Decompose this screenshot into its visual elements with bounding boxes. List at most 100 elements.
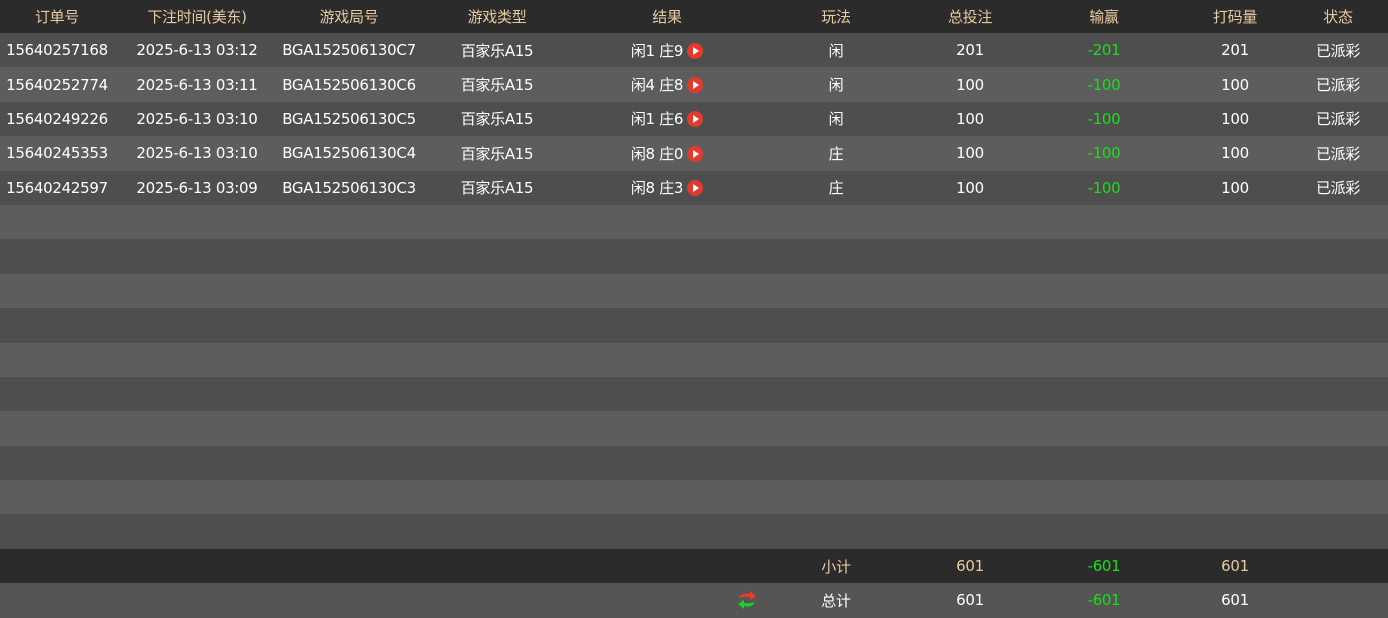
play-text: 闲: [828, 41, 844, 60]
cell-round: BGA152506130C5: [280, 102, 418, 136]
table-row: 15640257168 2025-6-13 03:12 BGA152506130C7…: [0, 33, 1388, 68]
game-text: 百家乐A15: [460, 110, 534, 129]
table-row: 15640245353 2025-6-13 03:10 BGA152506130C4…: [0, 136, 1388, 171]
cell-turnover: 100: [1182, 171, 1288, 205]
result-text: 闲1 庄6: [630, 110, 684, 129]
winloss-text: -100: [1087, 75, 1121, 94]
total-winloss: -601: [1087, 591, 1121, 610]
time-text: 2025-6-13 03:10: [136, 144, 258, 163]
cell-turnover: 100: [1182, 136, 1288, 170]
column-header: 结果: [652, 8, 682, 26]
cell-status: 已派彩: [1288, 171, 1388, 205]
total-label: 总计: [821, 591, 851, 610]
play-text: 闲: [828, 76, 844, 95]
winloss-text: -201: [1087, 41, 1121, 60]
cell-game: 百家乐A15: [418, 136, 576, 170]
play-text: 闲: [828, 110, 844, 129]
bet-text: 100: [956, 109, 984, 128]
cell-time: 2025-6-13 03:11: [114, 67, 280, 101]
order-text: 15640252774: [6, 75, 108, 94]
turnover-text: 201: [1221, 41, 1249, 60]
cell-result: 闲1 庄6: [576, 102, 758, 136]
bet-text: 100: [956, 178, 984, 197]
result-text: 闲4 庄8: [630, 76, 684, 95]
cell-bet: 100: [914, 67, 1026, 101]
cell-bet: 100: [914, 171, 1026, 205]
order-text: 15640242597: [6, 178, 108, 197]
empty-row: [0, 273, 1388, 309]
cell-winloss: -100: [1026, 67, 1182, 101]
subtotal-label: 小计: [821, 557, 851, 576]
empty-row: [0, 239, 1388, 274]
cell-play: 闲: [758, 33, 914, 67]
status-text: 已派彩: [1315, 76, 1361, 95]
subtotal-winloss: -601: [1087, 557, 1121, 576]
play-replay-icon[interactable]: [687, 77, 704, 94]
time-text: 2025-6-13 03:09: [136, 178, 258, 197]
table-row: 15640242597 2025-6-13 03:09 BGA152506130C3…: [0, 170, 1388, 205]
round-text: BGA152506130C3: [282, 178, 416, 197]
subtotal-turnover: 601: [1221, 557, 1249, 576]
play-text: 庄: [828, 179, 844, 198]
empty-row: [0, 308, 1388, 343]
status-text: 已派彩: [1315, 41, 1361, 60]
cell-round: BGA152506130C3: [280, 171, 418, 205]
cell-play: 闲: [758, 67, 914, 101]
result-text: 闲1 庄9: [630, 41, 684, 60]
cell-result: 闲1 庄9: [576, 33, 758, 67]
bet-text: 100: [956, 144, 984, 163]
cell-order: 15640242597: [0, 171, 114, 205]
cell-result: 闲8 庄0: [576, 136, 758, 170]
empty-row: [0, 411, 1388, 446]
cell-round: BGA152506130C4: [280, 136, 418, 170]
cell-bet: 100: [914, 102, 1026, 136]
empty-row: [0, 342, 1388, 377]
round-text: BGA152506130C7: [282, 41, 416, 60]
cell-play: 庄: [758, 136, 914, 170]
total-turnover: 601: [1221, 591, 1249, 610]
cell-winloss: -201: [1026, 33, 1182, 67]
cell-order: 15640245353: [0, 136, 114, 170]
cell-order: 15640249226: [0, 102, 114, 136]
cell-turnover: 100: [1182, 102, 1288, 136]
time-text: 2025-6-13 03:11: [136, 75, 258, 94]
play-replay-icon[interactable]: [687, 145, 704, 162]
cell-status: 已派彩: [1288, 102, 1388, 136]
turnover-text: 100: [1221, 109, 1249, 128]
order-text: 15640245353: [6, 144, 108, 163]
column-header: 下注时间(美东): [147, 8, 247, 26]
column-header: 游戏类型: [467, 8, 527, 26]
cell-time: 2025-6-13 03:09: [114, 171, 280, 205]
refresh-icon[interactable]: [736, 589, 758, 611]
column-header: 输赢: [1089, 8, 1119, 26]
play-replay-icon[interactable]: [687, 180, 704, 197]
total-row: 总计 601 -601 601: [0, 583, 1388, 618]
game-text: 百家乐A15: [460, 41, 534, 60]
result-text: 闲8 庄3: [630, 179, 684, 198]
time-text: 2025-6-13 03:12: [136, 41, 258, 60]
table-row: 15640252774 2025-6-13 03:11 BGA152506130C6…: [0, 67, 1388, 102]
game-text: 百家乐A15: [460, 179, 534, 198]
cell-game: 百家乐A15: [418, 102, 576, 136]
cell-result: 闲4 庄8: [576, 67, 758, 101]
column-header: 总投注: [947, 8, 993, 26]
empty-row: [0, 445, 1388, 481]
game-text: 百家乐A15: [460, 76, 534, 95]
column-header: 打码量: [1212, 8, 1258, 26]
winloss-text: -100: [1087, 144, 1121, 163]
empty-row: [0, 376, 1388, 412]
status-text: 已派彩: [1315, 144, 1361, 163]
cell-status: 已派彩: [1288, 33, 1388, 67]
cell-time: 2025-6-13 03:10: [114, 102, 280, 136]
winloss-text: -100: [1087, 109, 1121, 128]
turnover-text: 100: [1221, 178, 1249, 197]
play-replay-icon[interactable]: [687, 42, 704, 59]
subtotal-bet: 601: [956, 557, 984, 576]
cell-winloss: -100: [1026, 102, 1182, 136]
play-replay-icon[interactable]: [687, 111, 704, 128]
cell-status: 已派彩: [1288, 136, 1388, 170]
table-header: 订单号 下注时间(美东) 游戏局号 游戏类型 结果 玩法 总投注 输赢 打码量 状态: [0, 0, 1388, 33]
column-header: 状态: [1323, 8, 1353, 26]
total-bet: 601: [956, 591, 984, 610]
time-text: 2025-6-13 03:10: [136, 109, 258, 128]
